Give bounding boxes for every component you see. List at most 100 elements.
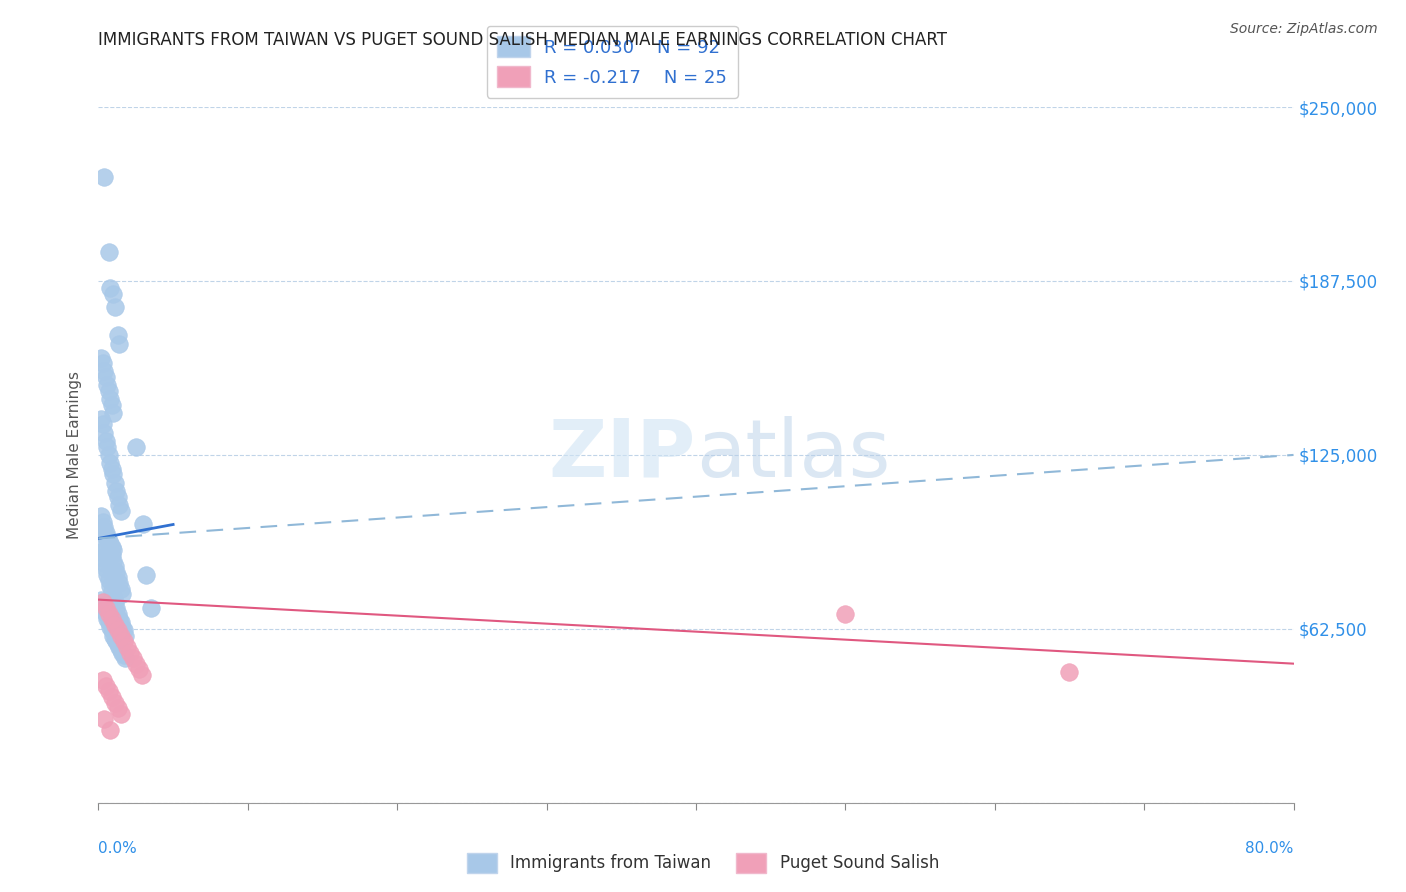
Point xyxy=(101,612,124,626)
Point xyxy=(98,281,122,295)
Point xyxy=(834,607,856,621)
Point xyxy=(94,562,117,576)
Point xyxy=(98,392,122,407)
Point xyxy=(97,573,120,587)
Point xyxy=(91,417,114,432)
Point xyxy=(104,696,127,710)
Point xyxy=(91,598,114,612)
Point xyxy=(93,425,115,440)
Point xyxy=(101,540,124,554)
Point xyxy=(91,523,114,537)
Point xyxy=(94,607,117,621)
Point xyxy=(110,503,132,517)
Point xyxy=(93,364,115,378)
Point xyxy=(94,370,117,384)
Point xyxy=(108,612,131,626)
Point xyxy=(93,520,115,534)
Text: ZIP: ZIP xyxy=(548,416,696,494)
Point xyxy=(101,690,124,704)
Point xyxy=(93,525,115,540)
Point xyxy=(103,590,125,604)
Point xyxy=(114,629,136,643)
Point xyxy=(91,595,114,609)
Point xyxy=(98,579,122,593)
Point xyxy=(98,456,122,470)
Point xyxy=(107,624,129,638)
Point xyxy=(96,567,118,582)
Point xyxy=(107,607,129,621)
Text: IMMIGRANTS FROM TAIWAN VS PUGET SOUND SALISH MEDIAN MALE EARNINGS CORRELATION CH: IMMIGRANTS FROM TAIWAN VS PUGET SOUND SA… xyxy=(98,31,948,49)
Point xyxy=(91,673,114,688)
Point xyxy=(112,648,135,663)
Point xyxy=(105,484,128,499)
Text: 0.0%: 0.0% xyxy=(98,841,138,856)
Point xyxy=(110,582,132,596)
Point xyxy=(103,542,125,557)
Point xyxy=(97,534,120,549)
Point xyxy=(97,537,120,551)
Point xyxy=(104,595,127,609)
Point xyxy=(105,601,128,615)
Point xyxy=(131,667,153,681)
Point xyxy=(93,557,115,571)
Point xyxy=(97,448,120,462)
Point xyxy=(103,554,125,568)
Point xyxy=(101,462,124,476)
Point xyxy=(114,651,136,665)
Point xyxy=(91,550,114,565)
Point xyxy=(111,646,134,660)
Text: 80.0%: 80.0% xyxy=(1246,841,1294,856)
Point xyxy=(104,617,127,632)
Point xyxy=(103,629,125,643)
Point xyxy=(94,601,117,615)
Y-axis label: Median Male Earnings: Median Male Earnings xyxy=(67,371,83,539)
Point xyxy=(132,517,155,532)
Point xyxy=(115,640,138,654)
Point xyxy=(96,440,118,454)
Text: atlas: atlas xyxy=(696,416,890,494)
Text: Source: ZipAtlas.com: Source: ZipAtlas.com xyxy=(1230,22,1378,37)
Point xyxy=(97,684,120,698)
Point xyxy=(97,615,120,629)
Point xyxy=(105,565,128,579)
Point xyxy=(107,328,129,343)
Point xyxy=(94,434,117,448)
Point xyxy=(97,607,120,621)
Point xyxy=(90,509,112,524)
Point xyxy=(90,545,112,559)
Point xyxy=(110,615,132,629)
Point xyxy=(135,567,157,582)
Point xyxy=(89,540,111,554)
Point xyxy=(110,642,132,657)
Point xyxy=(111,620,134,634)
Point xyxy=(125,440,148,454)
Point xyxy=(108,640,131,654)
Point xyxy=(96,532,118,546)
Point xyxy=(94,528,117,542)
Point xyxy=(97,244,120,259)
Point xyxy=(90,411,112,425)
Point xyxy=(98,620,122,634)
Point xyxy=(125,657,148,671)
Point xyxy=(121,651,143,665)
Point xyxy=(110,629,132,643)
Point xyxy=(90,592,112,607)
Point xyxy=(104,632,127,646)
Point xyxy=(101,548,124,562)
Point xyxy=(107,701,129,715)
Point xyxy=(104,301,127,315)
Point xyxy=(105,634,128,648)
Point xyxy=(94,525,117,540)
Legend: Immigrants from Taiwan, Puget Sound Salish: Immigrants from Taiwan, Puget Sound Sali… xyxy=(460,847,946,880)
Point xyxy=(96,378,118,392)
Point xyxy=(98,542,122,557)
Point xyxy=(101,398,124,412)
Point xyxy=(93,712,115,726)
Point xyxy=(103,406,125,420)
Point xyxy=(97,384,120,398)
Point xyxy=(112,624,135,638)
Point xyxy=(101,584,124,599)
Point xyxy=(107,637,129,651)
Point xyxy=(90,351,112,365)
Point xyxy=(107,570,129,584)
